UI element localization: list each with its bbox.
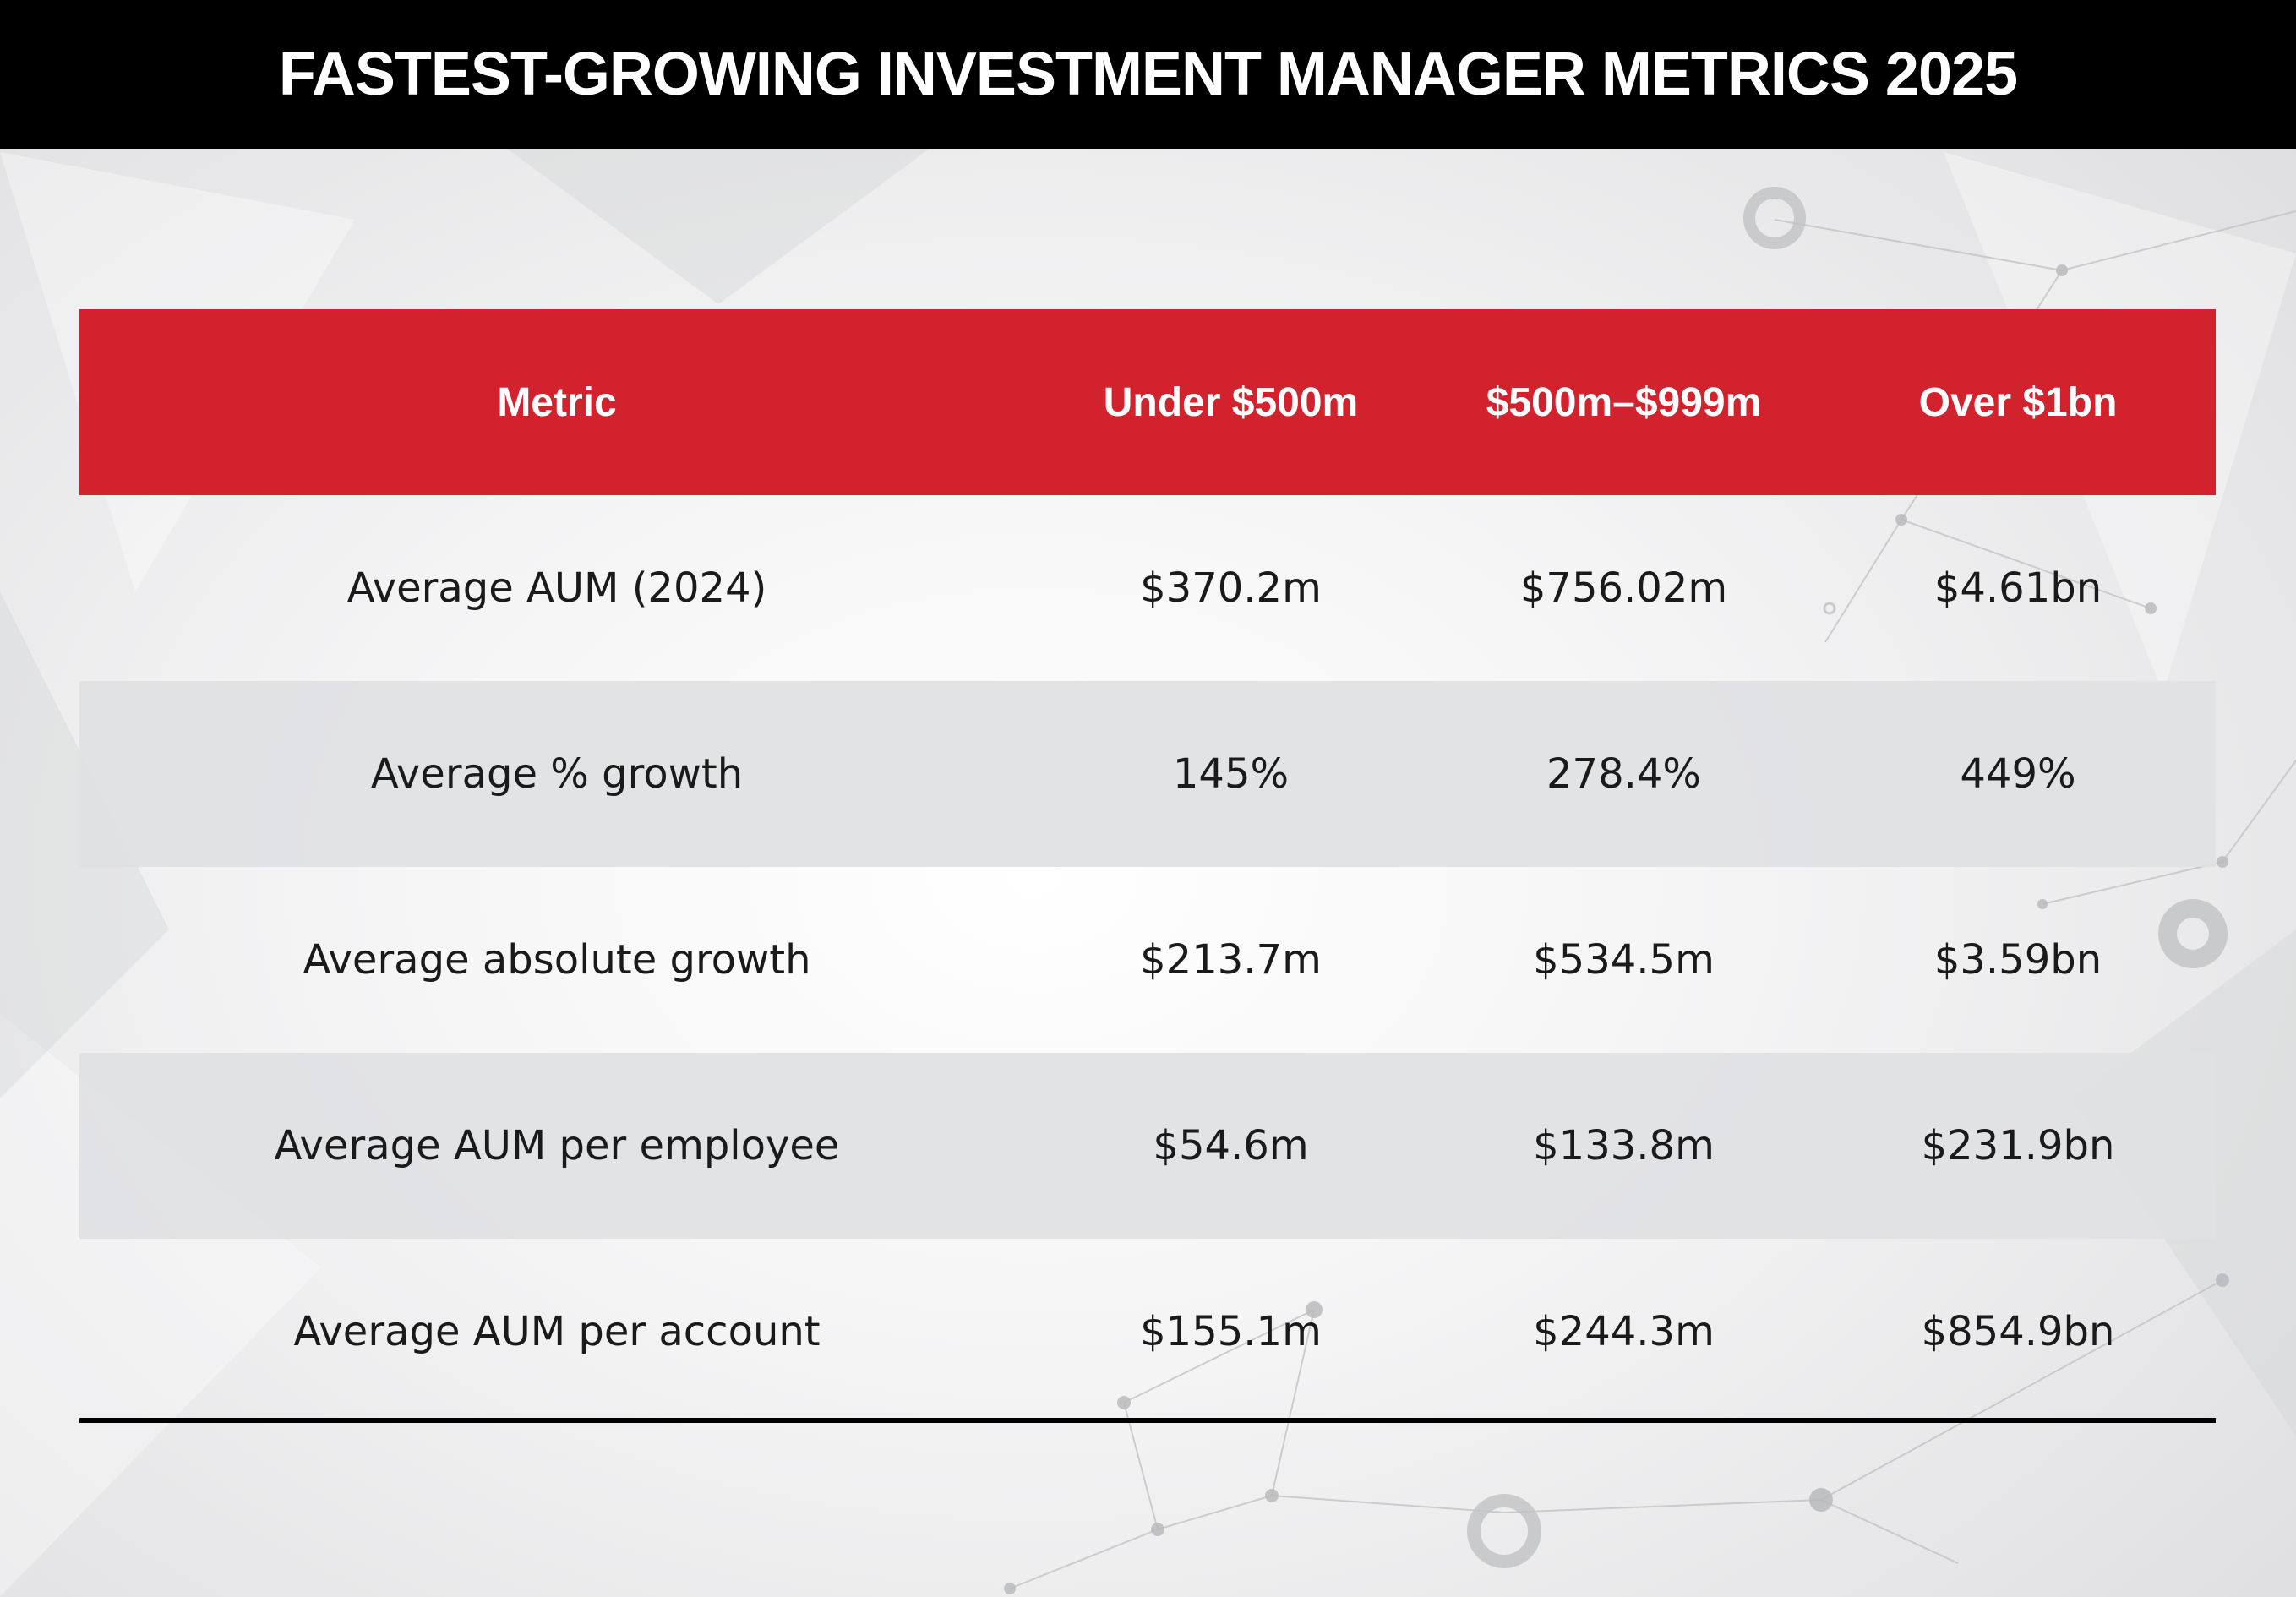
table-row: Average % growth 145% 278.4% 449% [79,681,2216,867]
metric-value: $370.2m [1140,564,1322,612]
metric-label: Average AUM per employee [274,1122,840,1169]
table-row: Average AUM per employee $54.6m $133.8m $23… [79,1053,2216,1239]
table-row: Average AUM per account $155.1m $244.3m $85… [79,1239,2216,1425]
table-row: Average absolute growth $213.7m $534.5m $3.… [79,867,2216,1053]
table-bottom-rule [79,1418,2216,1423]
column-header: Under $500m [1103,379,1359,425]
metric-value: $3.59bn [1933,936,2102,984]
metric-value: $534.5m [1533,936,1715,984]
metric-value: 145% [1172,750,1290,798]
metric-value: 278.4% [1546,750,1702,798]
column-header: Metric [497,379,617,425]
metric-value: 449% [1960,750,2076,798]
metric-label: Average AUM per account [293,1308,821,1355]
metric-value: $231.9bn [1921,1122,2115,1169]
metric-value: $54.6m [1153,1122,1309,1169]
metric-value: $133.8m [1533,1122,1715,1169]
table-header: Metric Under $500m $500m–$999m Over $1bn [79,309,2216,495]
title-bar: FASTEST-GROWING INVESTMENT MANAGER METRI… [0,0,2296,149]
table-body: Average AUM (2024) $370.2m $756.02m $4.61bn… [79,495,2216,1425]
metric-value: $854.9bn [1921,1308,2115,1355]
page-title: FASTEST-GROWING INVESTMENT MANAGER METRI… [278,41,2018,108]
metrics-table: Metric Under $500m $500m–$999m Over $1bn Av… [79,309,2216,1423]
metric-value: $244.3m [1533,1308,1715,1355]
metric-value: $155.1m [1140,1308,1322,1355]
column-header: $500m–$999m [1486,379,1762,425]
column-header: Over $1bn [1918,379,2118,425]
metric-value: $4.61bn [1933,564,2102,612]
metric-label: Average absolute growth [303,936,811,984]
metric-label: Average AUM (2024) [346,564,767,612]
metric-label: Average % growth [370,750,744,798]
metric-value: $213.7m [1140,936,1322,984]
table-row: Average AUM (2024) $370.2m $756.02m $4.61bn [79,495,2216,681]
metric-value: $756.02m [1519,564,1728,612]
